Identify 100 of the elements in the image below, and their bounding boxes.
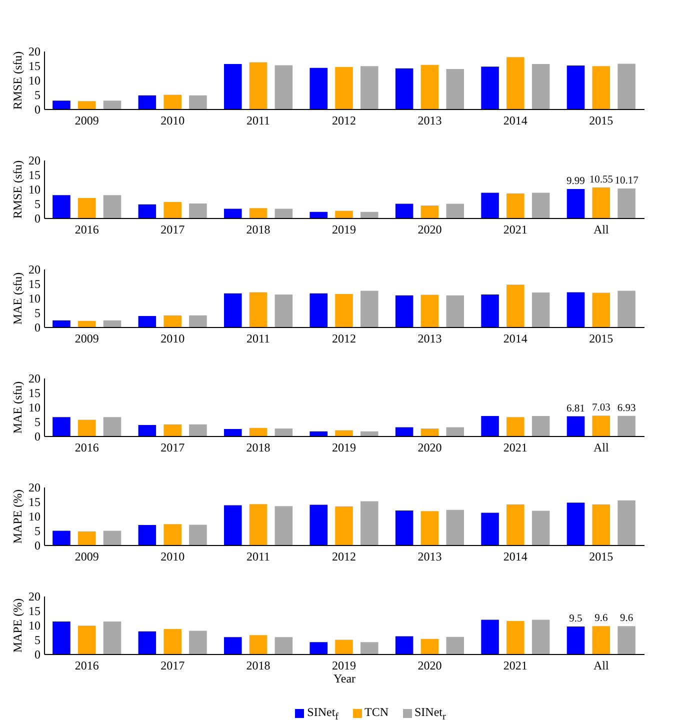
bar — [420, 206, 439, 218]
x-tick-label: 2013 — [418, 550, 442, 564]
data-label: 9.6 — [620, 613, 634, 624]
bar — [249, 62, 268, 109]
bar — [532, 292, 550, 327]
x-tick-label: 2018 — [246, 658, 270, 672]
bar — [138, 424, 156, 436]
bar — [618, 500, 636, 545]
bar — [335, 210, 353, 218]
x-tick-label: 2017 — [160, 440, 185, 454]
bar — [164, 629, 182, 654]
y-tick-label: 20 — [28, 372, 40, 386]
y-tick-label: 0 — [34, 212, 40, 226]
bar — [506, 284, 524, 327]
bar — [138, 95, 156, 109]
y-tick-label: 20 — [28, 590, 40, 604]
bar — [481, 416, 499, 436]
bar — [566, 416, 585, 436]
bar — [249, 292, 268, 327]
x-tick-label: 2010 — [160, 114, 185, 128]
bar — [103, 320, 122, 327]
bar — [420, 428, 439, 436]
y-tick-label: 20 — [28, 480, 40, 494]
bar — [138, 204, 156, 218]
x-tick-label: 2012 — [332, 114, 356, 128]
bar — [224, 429, 242, 436]
data-label: 9.6 — [594, 613, 608, 624]
y-tick-label: 10 — [28, 400, 40, 414]
bar — [52, 320, 70, 327]
bar — [566, 189, 585, 218]
y-tick-label: 15 — [28, 386, 40, 400]
bar — [592, 626, 610, 654]
bar — [274, 294, 293, 327]
bar — [274, 428, 293, 436]
bar — [592, 187, 610, 218]
bar — [310, 293, 328, 327]
bar — [532, 192, 550, 218]
bar — [532, 64, 550, 109]
y-tick-label: 10 — [28, 618, 40, 632]
bar — [360, 290, 378, 327]
bar — [360, 431, 378, 436]
bar — [592, 292, 610, 327]
legend-label: SINet$_{f}$ — [307, 705, 338, 720]
data-label: 9.5 — [569, 613, 582, 624]
bar — [446, 427, 464, 436]
bar — [189, 95, 207, 109]
y-tick-label: 5 — [34, 524, 40, 538]
bar — [360, 642, 378, 654]
bar — [592, 416, 610, 436]
bar — [52, 417, 70, 436]
bar — [395, 68, 414, 109]
bar — [274, 637, 293, 654]
x-tick-label: 2016 — [74, 658, 99, 672]
bar — [446, 636, 464, 654]
y-tick-label: 15 — [28, 604, 40, 618]
bar — [249, 208, 268, 218]
bar — [189, 204, 207, 218]
bar — [189, 524, 207, 545]
y-tick-label: 0 — [34, 102, 40, 116]
bar — [189, 630, 207, 654]
x-tick-label: 2013 — [418, 332, 442, 346]
x-tick-label: 2015 — [589, 550, 614, 564]
bar — [532, 620, 550, 654]
bar — [189, 424, 207, 436]
bar — [78, 320, 96, 327]
y-axis-title: MAE (sfu) — [10, 381, 24, 434]
bar — [481, 66, 499, 109]
bar — [274, 506, 293, 545]
bar — [52, 530, 70, 545]
x-tick-label: 2018 — [246, 222, 270, 236]
x-tick-label: 2021 — [503, 222, 528, 236]
bar — [506, 193, 524, 218]
x-tick-label: 2019 — [332, 440, 356, 454]
bar — [103, 530, 122, 545]
x-tick-label: 2016 — [74, 440, 99, 454]
y-tick-label: 5 — [34, 633, 40, 647]
y-axis-title: MAPE (%) — [10, 598, 24, 653]
y-tick-label: 10 — [28, 74, 40, 88]
bar — [420, 294, 439, 327]
y-axis-title: MAPE (%) — [10, 489, 24, 544]
y-tick-label: 15 — [28, 59, 40, 73]
bar — [566, 502, 585, 545]
bar — [395, 510, 414, 545]
bar — [310, 212, 328, 218]
x-tick-label: 2019 — [332, 658, 356, 672]
bar — [138, 316, 156, 327]
x-tick-label: 2016 — [74, 222, 99, 236]
bar — [395, 636, 414, 654]
bar — [506, 57, 524, 109]
x-tick-label: 2014 — [503, 550, 528, 564]
bar — [395, 204, 414, 218]
x-tick-label: 2011 — [246, 114, 270, 128]
bar — [446, 68, 464, 109]
bar — [592, 504, 610, 545]
bar — [566, 292, 585, 327]
bar — [360, 66, 378, 109]
bar — [164, 315, 182, 327]
bar — [78, 531, 96, 545]
bar — [335, 506, 353, 545]
data-label: 10.17 — [614, 176, 638, 187]
